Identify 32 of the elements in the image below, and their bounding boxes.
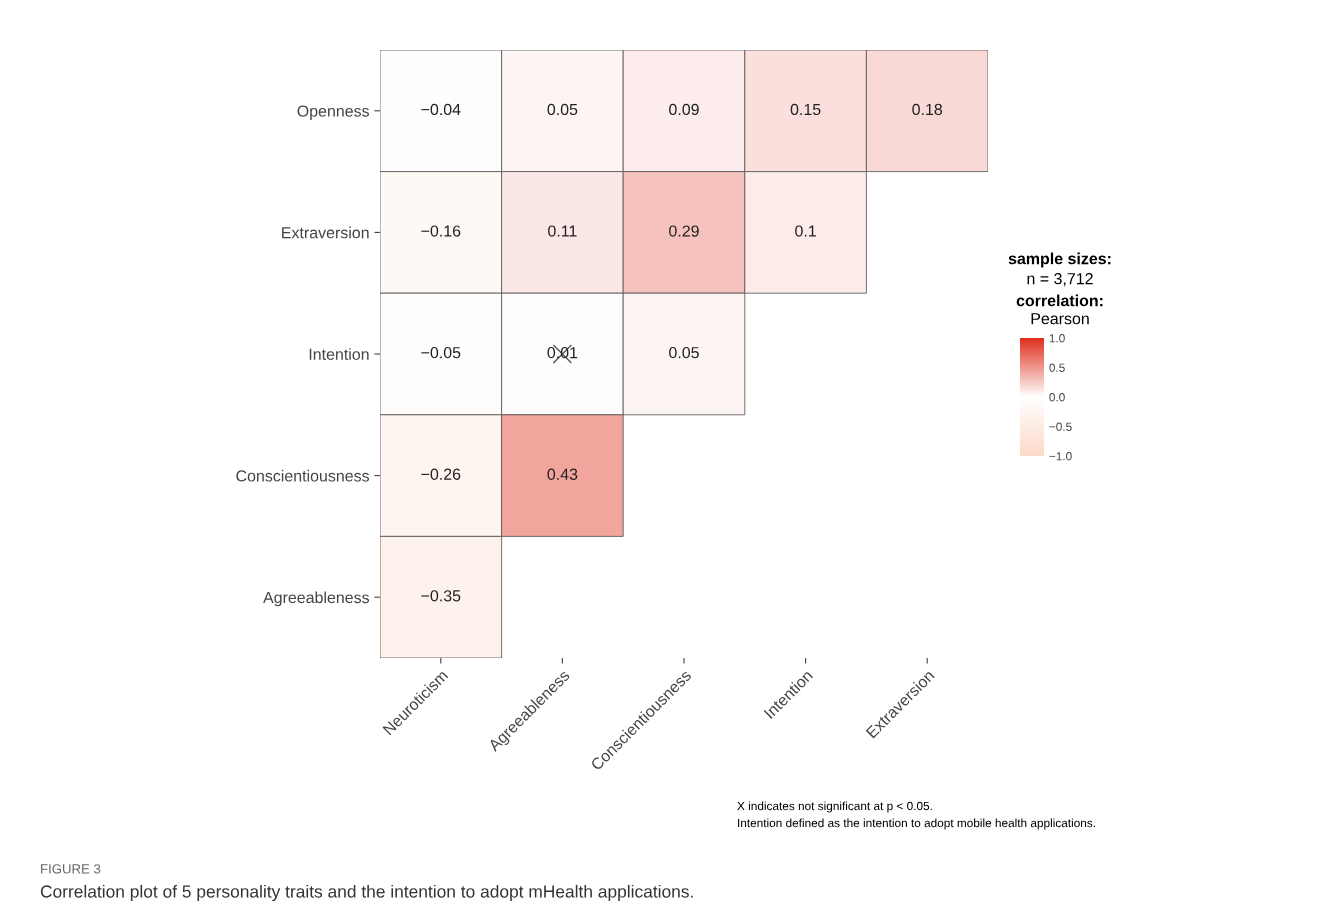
color-bar-label: −1.0 — [1049, 452, 1072, 461]
text: Correlation plot of 5 personality traits and the intention to adopt mHealth applications. — [40, 884, 693, 902]
color-bar-label: 0.0 — [1049, 393, 1065, 402]
y-tick-label: Conscientiousness — [236, 469, 370, 482]
data-label: 0.15 — [790, 103, 821, 116]
y-tick-label: Agreeableness — [263, 591, 370, 607]
data-label: −0.05 — [421, 346, 461, 359]
color-bar-label: −0.5 — [1049, 422, 1072, 431]
y-tick-label: Intention — [309, 348, 369, 360]
data-label: 0.05 — [669, 346, 699, 359]
data-label: 0.09 — [669, 103, 699, 116]
data-label: 0.43 — [547, 468, 578, 480]
data-label: 0.05 — [547, 103, 578, 116]
color-bar-title: Pearson — [1031, 313, 1089, 325]
text: Intention defined as the intention to adopt mobile health applications. — [738, 818, 1095, 830]
text: n = 3,712 — [1027, 272, 1093, 287]
text: X indicates not significant at p < 0.05. — [737, 801, 932, 813]
data-label: −0.35 — [421, 590, 461, 602]
data-label: −0.16 — [421, 225, 461, 237]
data-label: 0.11 — [548, 225, 577, 237]
data-label: −0.26 — [421, 468, 461, 480]
data-label: 0.29 — [669, 225, 699, 237]
color-bar-label: 0.5 — [1049, 363, 1065, 372]
y-tick-label: Openness — [297, 105, 370, 120]
data-label: −0.04 — [421, 103, 461, 116]
text: correlation: — [1016, 294, 1103, 307]
color-bar-label: 1.0 — [1049, 334, 1065, 343]
y-tick-label: Extraversion — [282, 226, 369, 239]
caption: FIGURE 3 — [41, 864, 101, 874]
text: sample sizes: — [1008, 252, 1111, 268]
data-label: 0.18 — [912, 103, 943, 116]
data-label: 0.1 — [795, 225, 816, 237]
